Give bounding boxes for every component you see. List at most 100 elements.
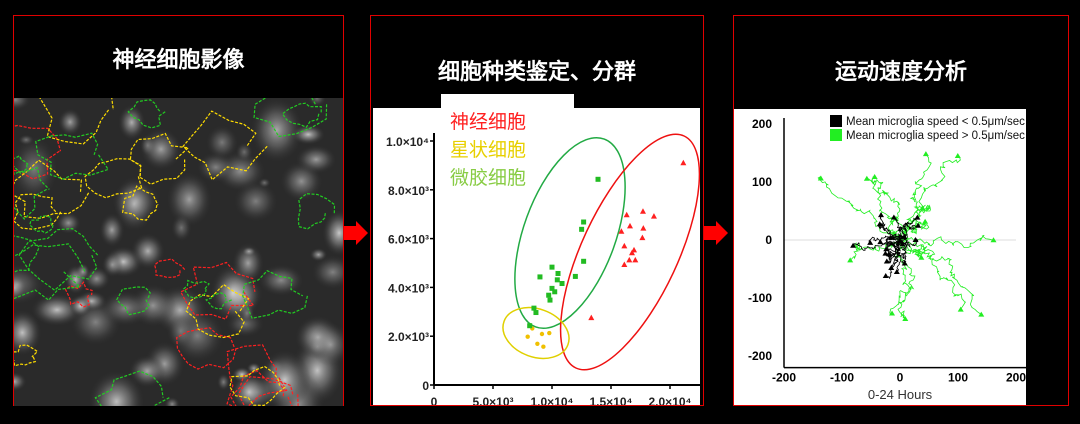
cell-body [128, 355, 166, 388]
y-tick-label: -200 [748, 349, 772, 363]
data-point-neuron [626, 256, 633, 263]
data-point-microglia [546, 292, 552, 298]
cell-body [56, 212, 81, 234]
arrow-right-icon [344, 226, 356, 240]
cell-body [250, 98, 303, 163]
trajectory-chart: 200 100 0 -100 -200-200 -100 0 100 200 0-24 Hours… [734, 109, 1026, 405]
legend-label: Mean microglia speed > 0.5μm/sec [846, 130, 1025, 142]
trajectory [899, 239, 966, 311]
cluster-ellipse [559, 133, 700, 371]
panel-neuron-imaging: 神经细胞影像 [13, 15, 344, 406]
cell-body [233, 180, 278, 222]
data-point-microglia [549, 264, 555, 270]
x-tick-label: 200 [1006, 371, 1026, 385]
cell-body [166, 172, 212, 227]
y-tick-label: 6.0×10³ [388, 233, 429, 247]
cell-body [99, 213, 125, 247]
cell-outline [154, 258, 186, 278]
data-point-microglia [547, 297, 553, 303]
data-point-microglia [531, 305, 537, 311]
trajectory-end-marker [914, 214, 921, 220]
data-point-microglia [579, 226, 585, 232]
trajectory [866, 178, 903, 241]
cell-body [309, 248, 328, 262]
cell-body [101, 252, 123, 278]
data-point-neuron [680, 159, 687, 166]
cell-outline [39, 98, 114, 145]
cell-body [232, 242, 264, 284]
trajectory-end-marker [863, 175, 870, 181]
trajectory-end-marker [978, 311, 985, 317]
trajectory-end-marker [883, 246, 890, 252]
cell-body [166, 314, 195, 348]
cell-body [258, 264, 304, 297]
cell-body [14, 372, 27, 392]
x-tick-label: -100 [830, 371, 854, 385]
data-point-microglia [537, 274, 543, 280]
cell-outline [129, 132, 190, 185]
x-tick-label: 5.0×10³ [472, 395, 513, 405]
cell-outline [122, 185, 159, 221]
cell-outline [14, 155, 29, 175]
cell-outline [182, 110, 268, 181]
data-point-microglia [559, 280, 565, 286]
trajectory-end-marker [918, 254, 925, 260]
x-tick-label: 1.0×10⁴ [531, 395, 574, 405]
panel-motility-analysis: 运动速度分析 200 100 0 -100 -200 -200 -100 0 100 200 0-2… [733, 15, 1069, 406]
cell-outline [127, 99, 166, 129]
trajectory-end-marker [871, 174, 878, 180]
cell-body [88, 370, 145, 406]
cell-body [322, 210, 343, 256]
trajectory-end-marker [954, 152, 961, 158]
trajectory-end-marker [847, 257, 854, 263]
y-tick-label: 200 [752, 117, 772, 131]
data-point-neuron [588, 314, 595, 321]
legend-label: 神经细胞 [450, 111, 526, 133]
cell-outline [14, 124, 62, 180]
cell-body [235, 142, 253, 162]
cell-outline [182, 279, 210, 299]
data-point-neuron [639, 234, 646, 241]
cell-body [113, 176, 155, 232]
trajectory-end-marker [901, 260, 908, 266]
x-axis-label: 0-24 Hours [868, 387, 933, 402]
y-tick-label: 1.0×10⁴ [386, 135, 429, 149]
y-tick-label: 0 [422, 379, 429, 393]
trajectory-end-marker [850, 242, 857, 248]
cell-body [217, 373, 231, 391]
cell-body [118, 104, 146, 141]
data-point-astrocyte [547, 330, 552, 336]
cell-body [14, 264, 44, 305]
cluster-ellipse [502, 306, 570, 360]
y-tick-label: 8.0×10³ [388, 184, 429, 198]
y-tick-label: 4.0×10³ [388, 281, 429, 295]
cell-body [14, 98, 31, 111]
cell-outline [179, 261, 256, 320]
trajectory-end-marker [882, 272, 889, 278]
trajectory-end-marker [902, 315, 909, 321]
cell-outline [64, 281, 93, 308]
cell-body [280, 161, 323, 202]
cell-outline [253, 98, 328, 138]
data-point-neuron [626, 222, 633, 229]
trajectory-end-marker [867, 239, 874, 245]
trajectory-end-marker [957, 306, 964, 312]
cell-body [231, 372, 268, 406]
cell-outline [176, 327, 237, 370]
trajectory-end-marker [883, 258, 890, 264]
trajectory-end-marker [899, 241, 906, 247]
trajectory [893, 217, 907, 241]
legend-label: 星状细胞 [450, 139, 526, 161]
cell-body [69, 294, 92, 317]
legend-label: Mean microglia speed < 0.5μm/sec [846, 116, 1025, 128]
data-point-microglia [549, 285, 555, 291]
data-point-astrocyte [541, 344, 546, 349]
legend-swatch [830, 129, 842, 141]
cell-outline [242, 269, 308, 319]
trajectory [891, 239, 902, 273]
trajectory [899, 155, 961, 241]
cell-outline [116, 286, 151, 316]
x-tick-label: 0 [897, 371, 904, 385]
cell-outline [14, 193, 62, 230]
trajectory [889, 236, 912, 314]
